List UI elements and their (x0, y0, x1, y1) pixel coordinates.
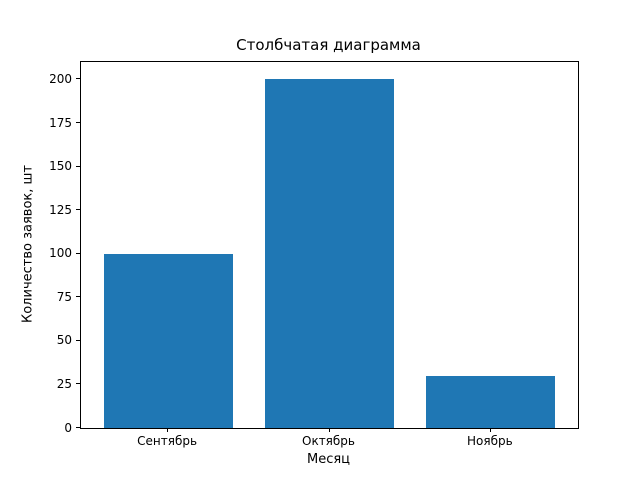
x-tick-mark (489, 428, 491, 432)
y-tick-label: 150 (49, 159, 72, 174)
y-tick-label: 25 (56, 376, 72, 391)
x-tick-label: Сентябрь (137, 434, 198, 448)
bar-2 (426, 375, 556, 428)
y-tick-mark (76, 296, 80, 298)
y-tick-label: 175 (49, 115, 72, 130)
chart-title: Столбчатая диаграмма (236, 36, 421, 54)
y-tick-mark (76, 383, 80, 385)
y-tick-mark (76, 122, 80, 123)
y-tick-label: 100 (49, 246, 72, 261)
x-axis-label: Месяц (306, 452, 351, 467)
plot-area (80, 61, 579, 429)
y-tick-label: 75 (56, 289, 72, 304)
x-tick-mark (167, 428, 169, 432)
y-tick-label: 50 (56, 333, 72, 348)
y-tick-mark (76, 427, 80, 428)
x-tick-label: Ноябрь (467, 434, 513, 448)
bar-1 (264, 79, 395, 428)
y-tick-mark (76, 339, 80, 341)
y-tick-mark (76, 252, 80, 254)
x-tick-label: Октябрь (302, 434, 355, 448)
y-tick-mark (76, 78, 80, 80)
y-tick-mark (76, 165, 80, 167)
x-tick-mark (328, 428, 330, 432)
y-tick-label: 0 (64, 420, 72, 435)
y-tick-label: 125 (49, 202, 72, 217)
y-tick-mark (76, 209, 80, 211)
y-tick-label: 200 (49, 71, 72, 86)
y-axis-label: Количество заявок, шт (20, 165, 36, 323)
bar-0 (103, 253, 233, 428)
